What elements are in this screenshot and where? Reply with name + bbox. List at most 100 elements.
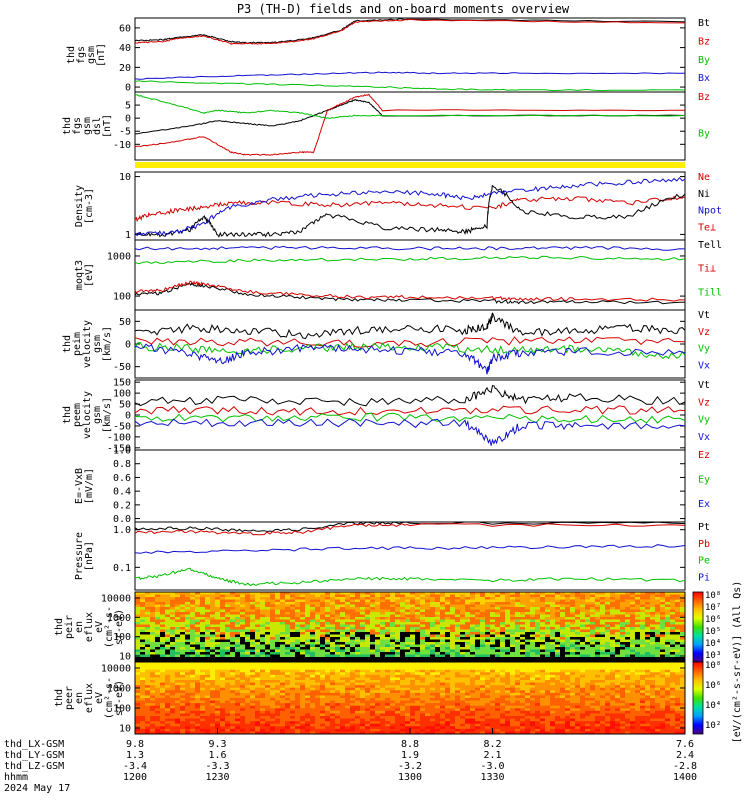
spectrogram-cell xyxy=(600,664,606,668)
spectrogram-cell xyxy=(275,594,281,598)
spectrogram-cell xyxy=(490,597,496,600)
spectrogram-cell xyxy=(575,622,581,625)
spectrogram-cell xyxy=(280,592,286,595)
spectrogram-cell xyxy=(250,592,256,595)
spectrogram-cell xyxy=(140,632,146,635)
spectrogram-cell xyxy=(345,637,351,640)
spectrogram-cell xyxy=(530,592,536,595)
spectrogram-cell xyxy=(320,647,326,650)
spectrogram-cell xyxy=(260,617,266,620)
spectrogram-cell xyxy=(150,669,156,673)
spectrogram-cell xyxy=(340,614,346,618)
spectrogram-cell xyxy=(670,690,676,694)
spectrogram-cell xyxy=(560,644,566,648)
spectrogram-cell xyxy=(500,649,506,653)
spectrogram-cell xyxy=(535,687,541,691)
spectrogram-cell xyxy=(645,627,651,630)
spectrogram-cell xyxy=(410,690,416,694)
spectrogram-cell xyxy=(340,698,346,701)
spectrogram-cell xyxy=(435,614,441,618)
spectrogram-cell xyxy=(270,612,276,615)
spectrogram-cell xyxy=(360,682,366,686)
spectrogram-cell xyxy=(635,649,641,653)
spectrogram-cell xyxy=(600,649,606,653)
spectrogram-cell xyxy=(215,680,221,683)
spectrogram-cell xyxy=(150,637,156,640)
spectrogram-cell xyxy=(465,607,471,610)
spectrogram-cell xyxy=(550,622,556,625)
spectrogram-cell xyxy=(395,654,401,658)
spectrogram-cell xyxy=(675,602,681,605)
spectrogram-cell xyxy=(540,622,546,625)
spectrogram-cell xyxy=(595,659,601,663)
spectrogram-cell xyxy=(215,632,221,635)
spectrogram-cell xyxy=(290,602,296,605)
spectrogram-cell xyxy=(245,687,251,691)
spectrogram-cell xyxy=(250,664,256,668)
spectrogram-cell xyxy=(185,624,191,628)
spectrogram-cell xyxy=(260,624,266,628)
spectrogram-cell xyxy=(320,672,326,676)
spectrogram-cell xyxy=(375,677,381,681)
spectrogram-cell xyxy=(160,667,166,671)
spectrogram-cell xyxy=(390,597,396,600)
spectrogram-cell xyxy=(235,597,241,600)
spectrogram-cell xyxy=(315,622,321,625)
spectrogram-cell xyxy=(530,642,536,645)
spectrogram-cell xyxy=(590,669,596,673)
spectrogram-cell xyxy=(170,664,176,668)
spectrogram-cell xyxy=(400,642,406,645)
spectrogram-cell xyxy=(660,632,666,635)
spectrogram-cell xyxy=(505,662,511,665)
spectrogram-cell xyxy=(480,637,486,640)
spectrogram-cell xyxy=(390,622,396,625)
spectrogram-cell xyxy=(615,599,621,603)
spectrogram-cell xyxy=(525,597,531,600)
spectrogram-cell xyxy=(425,677,431,681)
spectrogram-cell xyxy=(280,690,286,694)
spectrogram-cell xyxy=(485,682,491,686)
spectrogram-cell xyxy=(300,647,306,650)
spectrogram-cell xyxy=(630,612,636,615)
spectrogram-cell xyxy=(550,677,556,681)
spectrogram-cell xyxy=(265,695,271,699)
spectrogram-cell xyxy=(510,637,516,640)
spectrogram-cell xyxy=(505,617,511,620)
spectrogram-cell xyxy=(405,682,411,686)
spectrogram-cell xyxy=(610,690,616,694)
spectrogram-cell xyxy=(650,664,656,668)
series-line-Vy xyxy=(134,412,686,424)
spectrogram-cell xyxy=(210,667,216,671)
spectrogram-cell xyxy=(160,687,166,691)
spectrogram-cell xyxy=(150,647,156,650)
spectrogram-cell xyxy=(515,599,521,603)
spectrogram-cell xyxy=(585,594,591,598)
spectrogram-cell xyxy=(165,657,171,660)
spectrogram-cell xyxy=(455,604,461,608)
spectrogram-cell xyxy=(290,617,296,620)
spectrogram-cell xyxy=(190,652,196,655)
spectrogram-cell xyxy=(450,609,456,613)
spectrogram-cell xyxy=(230,637,236,640)
spectrogram-cell xyxy=(420,637,426,640)
spectrogram-cell xyxy=(510,674,516,678)
spectrogram-cell xyxy=(155,649,161,653)
spectrogram-cell xyxy=(425,674,431,678)
spectrogram-cell xyxy=(245,652,251,655)
spectrogram-cell xyxy=(560,594,566,598)
spectrogram-cell xyxy=(505,599,511,603)
spectrogram-cell xyxy=(580,639,586,643)
spectrogram-cell xyxy=(590,627,596,630)
spectrogram-cell xyxy=(205,667,211,671)
spectrogram-cell xyxy=(445,634,451,638)
spectrogram-cell xyxy=(550,637,556,640)
spectrogram-cell xyxy=(495,614,501,618)
spectrogram-cell xyxy=(580,669,586,673)
spectrogram-cell xyxy=(250,597,256,600)
spectrogram-cell xyxy=(445,659,451,663)
spectrogram-cell xyxy=(530,594,536,598)
spectrogram-cell xyxy=(665,614,671,618)
spectrogram-cell xyxy=(680,619,686,623)
spectrogram-cell xyxy=(235,664,241,668)
spectrogram-cell xyxy=(445,612,451,615)
